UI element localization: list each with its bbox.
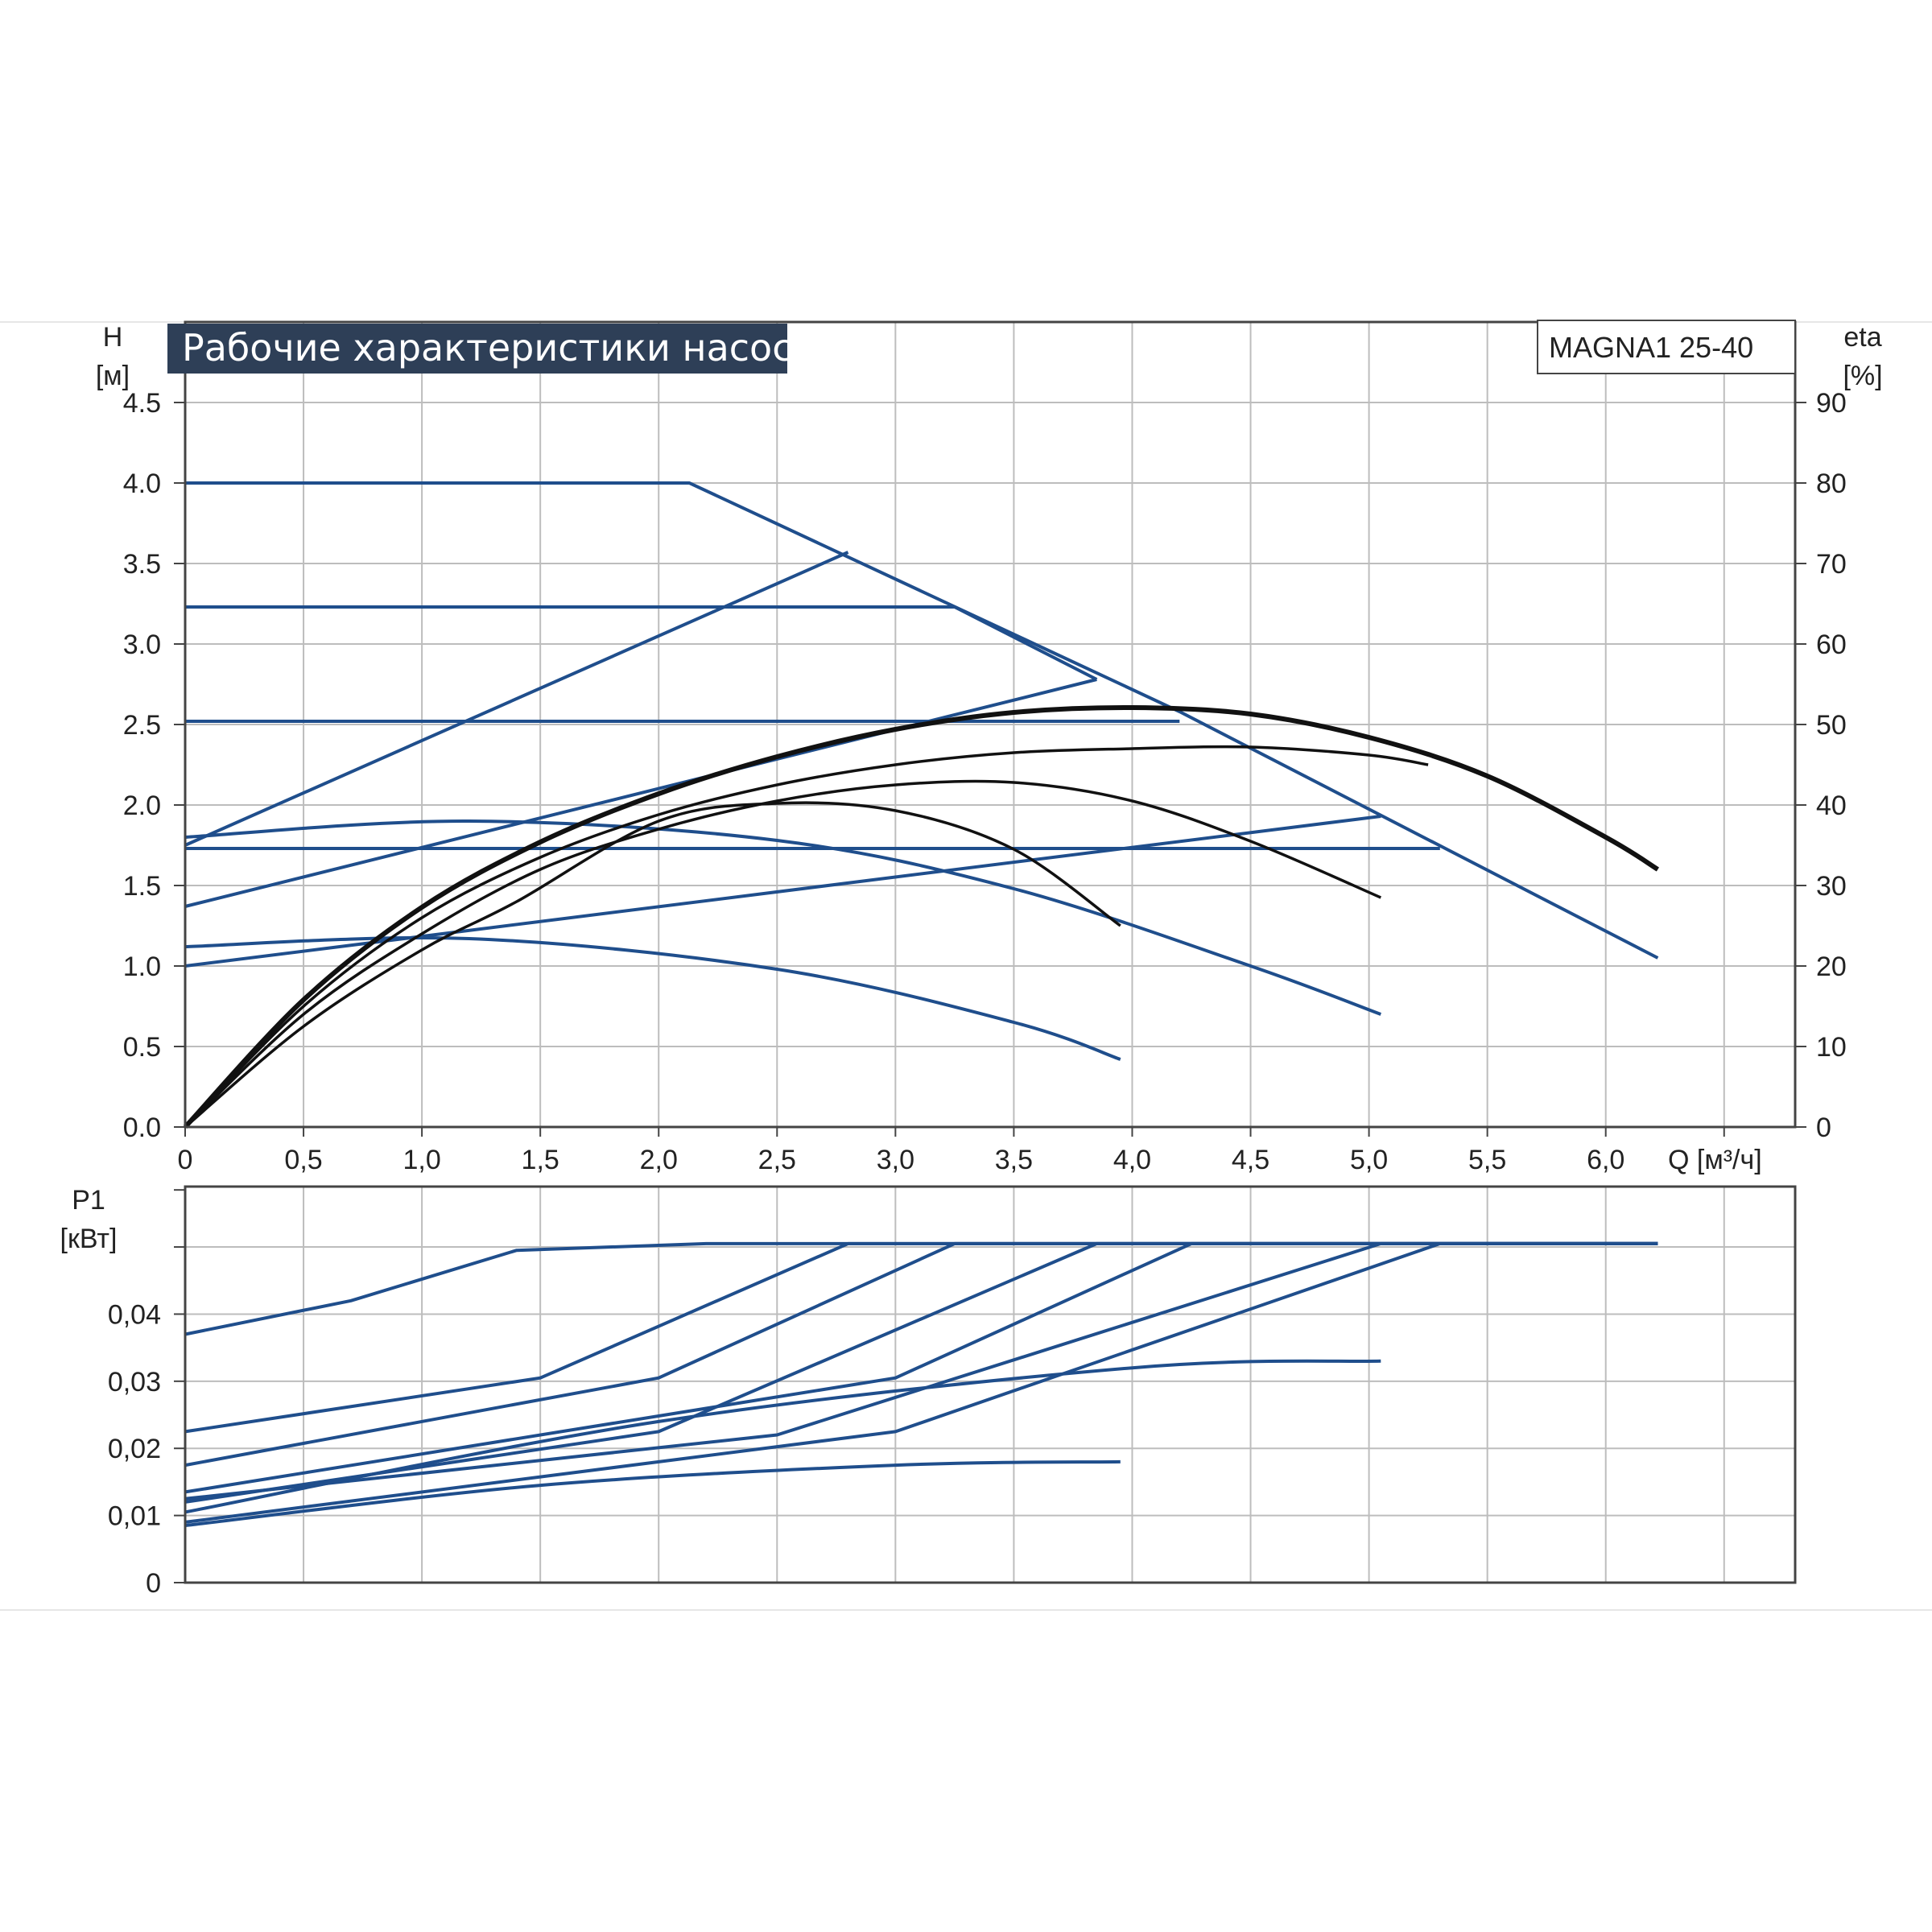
efficiency-curve bbox=[184, 801, 1121, 1129]
main-curves bbox=[183, 481, 1659, 1129]
power-plot-frame bbox=[184, 1185, 1797, 1584]
y-tick-label: 4.0 bbox=[123, 469, 161, 499]
power-grid bbox=[185, 1187, 1795, 1583]
y-tick-label: 2.0 bbox=[123, 791, 161, 821]
head-curve bbox=[184, 815, 1381, 968]
power-y-tick-label: 0,02 bbox=[108, 1434, 161, 1464]
y2-tick-label: 20 bbox=[1816, 952, 1847, 982]
power-curve bbox=[184, 1241, 1658, 1434]
x-tick-label: 1,0 bbox=[402, 1145, 440, 1175]
y-axis-unit: [м] bbox=[96, 361, 130, 391]
x-tick-label: 3,5 bbox=[995, 1145, 1033, 1175]
head-curve bbox=[185, 605, 1098, 681]
y2-tick-label: 80 bbox=[1816, 469, 1847, 499]
power-y-axis-unit: [кВт] bbox=[60, 1224, 118, 1254]
y2-tick-label: 0 bbox=[1816, 1113, 1831, 1143]
power-y-tick-label: 0 bbox=[146, 1568, 161, 1599]
power-y-tick-label: 0,04 bbox=[108, 1299, 161, 1330]
x-tick-label: 3,0 bbox=[877, 1145, 914, 1175]
power-curve bbox=[184, 1241, 1658, 1524]
power-curve bbox=[184, 1241, 1658, 1494]
efficiency-curve bbox=[183, 704, 1659, 1129]
main-grid bbox=[185, 321, 1795, 1127]
power-curve bbox=[184, 1459, 1121, 1528]
main-plot-frame bbox=[184, 320, 1797, 1129]
x-tick-label: 2,0 bbox=[640, 1145, 678, 1175]
x-tick-label: 4,0 bbox=[1113, 1145, 1151, 1175]
power-y-axis-label: P1 bbox=[72, 1185, 105, 1216]
y2-tick-label: 30 bbox=[1816, 871, 1847, 902]
x-tick-label: 0,5 bbox=[284, 1145, 322, 1175]
x-tick-label: 1,5 bbox=[522, 1145, 559, 1175]
x-tick-label: 5,5 bbox=[1468, 1145, 1506, 1175]
y2-tick-label: 40 bbox=[1816, 791, 1847, 821]
x-tick-label: 4,5 bbox=[1232, 1145, 1269, 1175]
y-tick-label: 1.0 bbox=[123, 952, 161, 982]
efficiency-curve bbox=[184, 779, 1381, 1129]
chart-title-box bbox=[167, 324, 787, 374]
power-curve bbox=[184, 1241, 1658, 1468]
y2-tick-label: 70 bbox=[1816, 549, 1847, 580]
y-tick-label: 3.5 bbox=[123, 549, 161, 580]
power-curves bbox=[184, 1241, 1658, 1528]
main-ticks: 0 0,5 1,0 1,5 2,0 2,5 3,0 3,5 4,0 4,5 5,0 5,5 6,0 0.0… bbox=[123, 388, 1847, 1175]
y2-tick-label: 10 bbox=[1816, 1032, 1847, 1063]
power-y-tick-label: 0,03 bbox=[108, 1367, 161, 1397]
power-y-tick-label: 0,01 bbox=[108, 1501, 161, 1532]
x-tick-label: 2,5 bbox=[758, 1145, 796, 1175]
y2-axis-unit: [%] bbox=[1843, 361, 1882, 391]
head-curve bbox=[184, 819, 1381, 1016]
x-axis-label: Q [м³/ч] bbox=[1668, 1145, 1762, 1175]
y-axis-label: H bbox=[103, 322, 123, 353]
y-tick-label: 2.5 bbox=[123, 710, 161, 741]
x-tick-label: 6,0 bbox=[1587, 1145, 1624, 1175]
y2-tick-label: 90 bbox=[1816, 388, 1847, 419]
head-curve bbox=[185, 481, 1659, 960]
y2-tick-label: 60 bbox=[1816, 630, 1847, 660]
y-tick-label: 4.5 bbox=[123, 388, 161, 419]
model-label: MAGNA1 25-40 bbox=[1549, 331, 1753, 364]
y-tick-label: 1.5 bbox=[123, 871, 161, 902]
y2-axis-label: eta bbox=[1843, 322, 1881, 353]
y-tick-label: 0.5 bbox=[123, 1032, 161, 1063]
head-curve bbox=[184, 551, 849, 847]
y-tick-label: 0.0 bbox=[123, 1113, 161, 1143]
chart-title: Рабочие характеристики насоса bbox=[182, 326, 815, 369]
head-curve bbox=[184, 678, 1097, 908]
y-tick-label: 3.0 bbox=[123, 630, 161, 660]
x-tick-label: 5,0 bbox=[1350, 1145, 1388, 1175]
model-label-box bbox=[1537, 320, 1796, 374]
head-curve bbox=[184, 935, 1121, 1061]
x-tick-label: 0 bbox=[178, 1145, 193, 1175]
power-curve bbox=[184, 1359, 1381, 1514]
power-ticks: 0 0,01 0,02 0,03 0,04 bbox=[108, 1189, 185, 1599]
y2-tick-label: 50 bbox=[1816, 710, 1847, 741]
power-curve bbox=[184, 1241, 1658, 1501]
efficiency-curve bbox=[184, 745, 1429, 1129]
